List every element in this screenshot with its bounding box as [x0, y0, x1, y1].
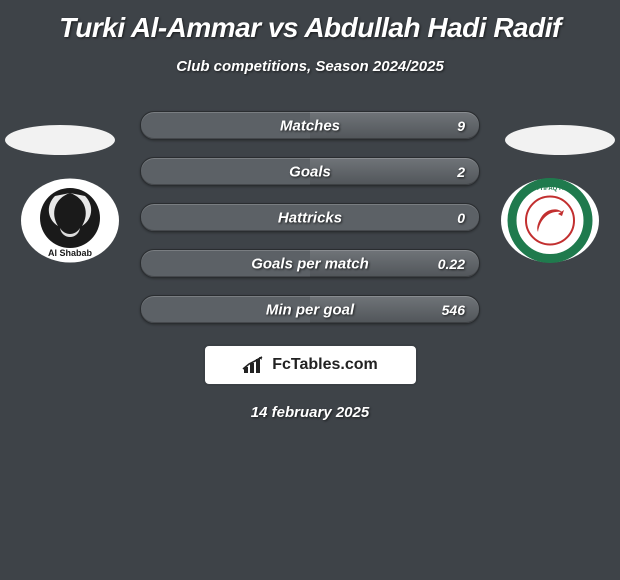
- stat-value-right: 2: [457, 164, 465, 180]
- stat-bar: Min per goal 546: [140, 295, 480, 324]
- stat-bar: Matches 9: [140, 111, 480, 140]
- stat-label: Matches: [280, 117, 340, 134]
- stat-label: Goals per match: [251, 255, 369, 272]
- svg-text:Al Shabab: Al Shabab: [48, 248, 93, 258]
- chart-icon: [242, 355, 266, 375]
- stat-label: Min per goal: [266, 301, 354, 318]
- svg-text:ETTIFAQ F.C: ETTIFAQ F.C: [532, 186, 569, 192]
- stat-bar: Hattricks 0: [140, 203, 480, 232]
- stat-label: Goals: [289, 163, 331, 180]
- stat-fill-right: [310, 158, 479, 185]
- stat-bar: Goals per match 0.22: [140, 249, 480, 278]
- stat-label: Hattricks: [278, 209, 342, 226]
- ettifaq-icon: ETTIFAQ F.C: [500, 178, 600, 263]
- page-subtitle: Club competitions, Season 2024/2025: [0, 58, 620, 75]
- player-pill-right: [505, 125, 615, 155]
- stat-bar: Goals 2: [140, 157, 480, 186]
- club-badge-left: Al Shabab: [20, 178, 120, 263]
- stat-value-right: 0.22: [438, 256, 465, 272]
- stat-value-right: 546: [442, 302, 465, 318]
- brand-box: FcTables.com: [203, 344, 418, 386]
- stat-value-right: 0: [457, 210, 465, 226]
- club-badge-right: ETTIFAQ F.C: [500, 178, 600, 263]
- player-pill-left: [5, 125, 115, 155]
- stat-value-right: 9: [457, 118, 465, 134]
- brand-text: FcTables.com: [272, 356, 378, 374]
- page-title: Turki Al-Ammar vs Abdullah Hadi Radif: [0, 0, 620, 44]
- al-shabab-icon: Al Shabab: [20, 178, 120, 263]
- date-line: 14 february 2025: [0, 404, 620, 421]
